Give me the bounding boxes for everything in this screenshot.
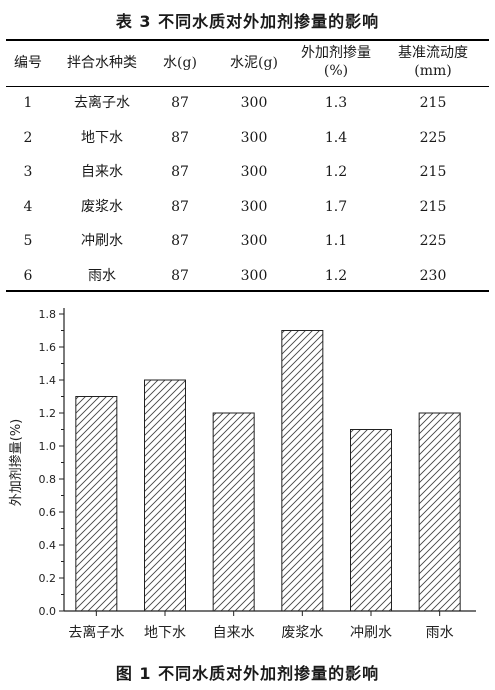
table-cell: 2	[23, 129, 33, 146]
table-header-cell: 外加剂掺量 (%)	[301, 45, 371, 79]
table-header-cell: 拌合水种类	[67, 55, 137, 71]
table-cell: 废浆水	[81, 198, 123, 215]
table-cell: 4	[23, 198, 33, 215]
table-header-cell: 基准流动度 (mm)	[398, 45, 468, 79]
y-tick-label: 1.6	[39, 341, 57, 354]
table-cell: 300	[240, 164, 268, 180]
y-tick-label: 1.4	[39, 374, 57, 387]
y-tick-label: 0.0	[39, 605, 57, 618]
table-cell: 215	[419, 164, 447, 180]
table-cell: 1.1	[324, 233, 348, 249]
y-tick-label: 1.2	[39, 407, 57, 420]
table-cell: 自来水	[81, 164, 123, 180]
table-cell: 地下水	[81, 129, 123, 146]
table-cell: 1.7	[324, 198, 348, 215]
table-cell: 6	[23, 267, 33, 284]
table-cell: 5	[23, 233, 33, 249]
table-cell: 87	[171, 198, 189, 215]
table-cell: 225	[419, 129, 447, 146]
table-top-rule	[6, 39, 489, 41]
x-tick-label: 废浆水	[281, 625, 323, 641]
bar	[418, 412, 461, 612]
table-cell: 去离子水	[74, 95, 130, 111]
table-header-cell: 水泥(g)	[230, 55, 278, 71]
x-tick-label: 去离子水	[68, 624, 124, 641]
table-header-rule	[6, 86, 489, 87]
table-cell: 300	[240, 267, 268, 284]
table-cell: 87	[171, 267, 189, 284]
x-tick-label: 地下水	[144, 625, 186, 641]
y-tick-label: 0.6	[39, 506, 57, 519]
y-tick-label: 1.8	[39, 308, 57, 321]
table-cell: 87	[171, 129, 189, 146]
figure-caption: 图 1 不同水质对外加剂掺量的影响	[115, 664, 380, 683]
table-cell: 1.2	[324, 164, 348, 180]
y-axis-label: 外加剂掺量(%)	[8, 419, 24, 507]
bar	[144, 379, 186, 612]
y-tick-label: 0.4	[39, 539, 57, 552]
x-tick-label: 自来水	[213, 625, 255, 641]
table-cell: 230	[419, 267, 447, 284]
table-cell: 1.2	[324, 267, 348, 284]
table-cell: 1	[23, 95, 33, 111]
table-cell: 300	[240, 233, 268, 249]
table-cell: 87	[171, 164, 189, 180]
y-tick-label: 0.2	[39, 572, 57, 585]
table-cell: 1.4	[324, 129, 348, 146]
table-cell: 1.3	[324, 95, 348, 111]
table-cell: 300	[240, 198, 268, 215]
table-cell: 87	[171, 95, 189, 111]
x-tick-label: 雨水	[426, 625, 454, 641]
table-bottom-rule	[6, 290, 489, 292]
table-cell: 215	[419, 95, 447, 111]
table-cell: 87	[171, 233, 189, 249]
table-cell: 300	[240, 129, 268, 146]
y-tick-label: 1.0	[39, 440, 57, 453]
table-cell: 雨水	[88, 267, 116, 284]
table-cell: 冲刷水	[81, 233, 123, 249]
table-header-cell: 水(g)	[163, 55, 197, 71]
y-tick-label: 0.8	[39, 473, 57, 486]
table-cell: 300	[240, 95, 268, 111]
table-cell: 215	[419, 198, 447, 215]
bar	[350, 429, 392, 612]
bar	[75, 396, 118, 612]
bar	[281, 330, 324, 612]
x-tick-label: 冲刷水	[350, 625, 392, 641]
bar-chart: 0.0 0.2 0.4 0.6 0.8 1.0 1.2 1.4 1.6 1.8 外加剂掺量(%) 去离…	[8, 308, 476, 641]
table-header-cell: 编号	[14, 55, 42, 71]
table-cell: 3	[23, 164, 33, 180]
table-cell: 225	[419, 233, 447, 249]
bar	[212, 412, 255, 612]
table-title: 表 3 不同水质对外加剂掺量的影响	[115, 12, 380, 31]
